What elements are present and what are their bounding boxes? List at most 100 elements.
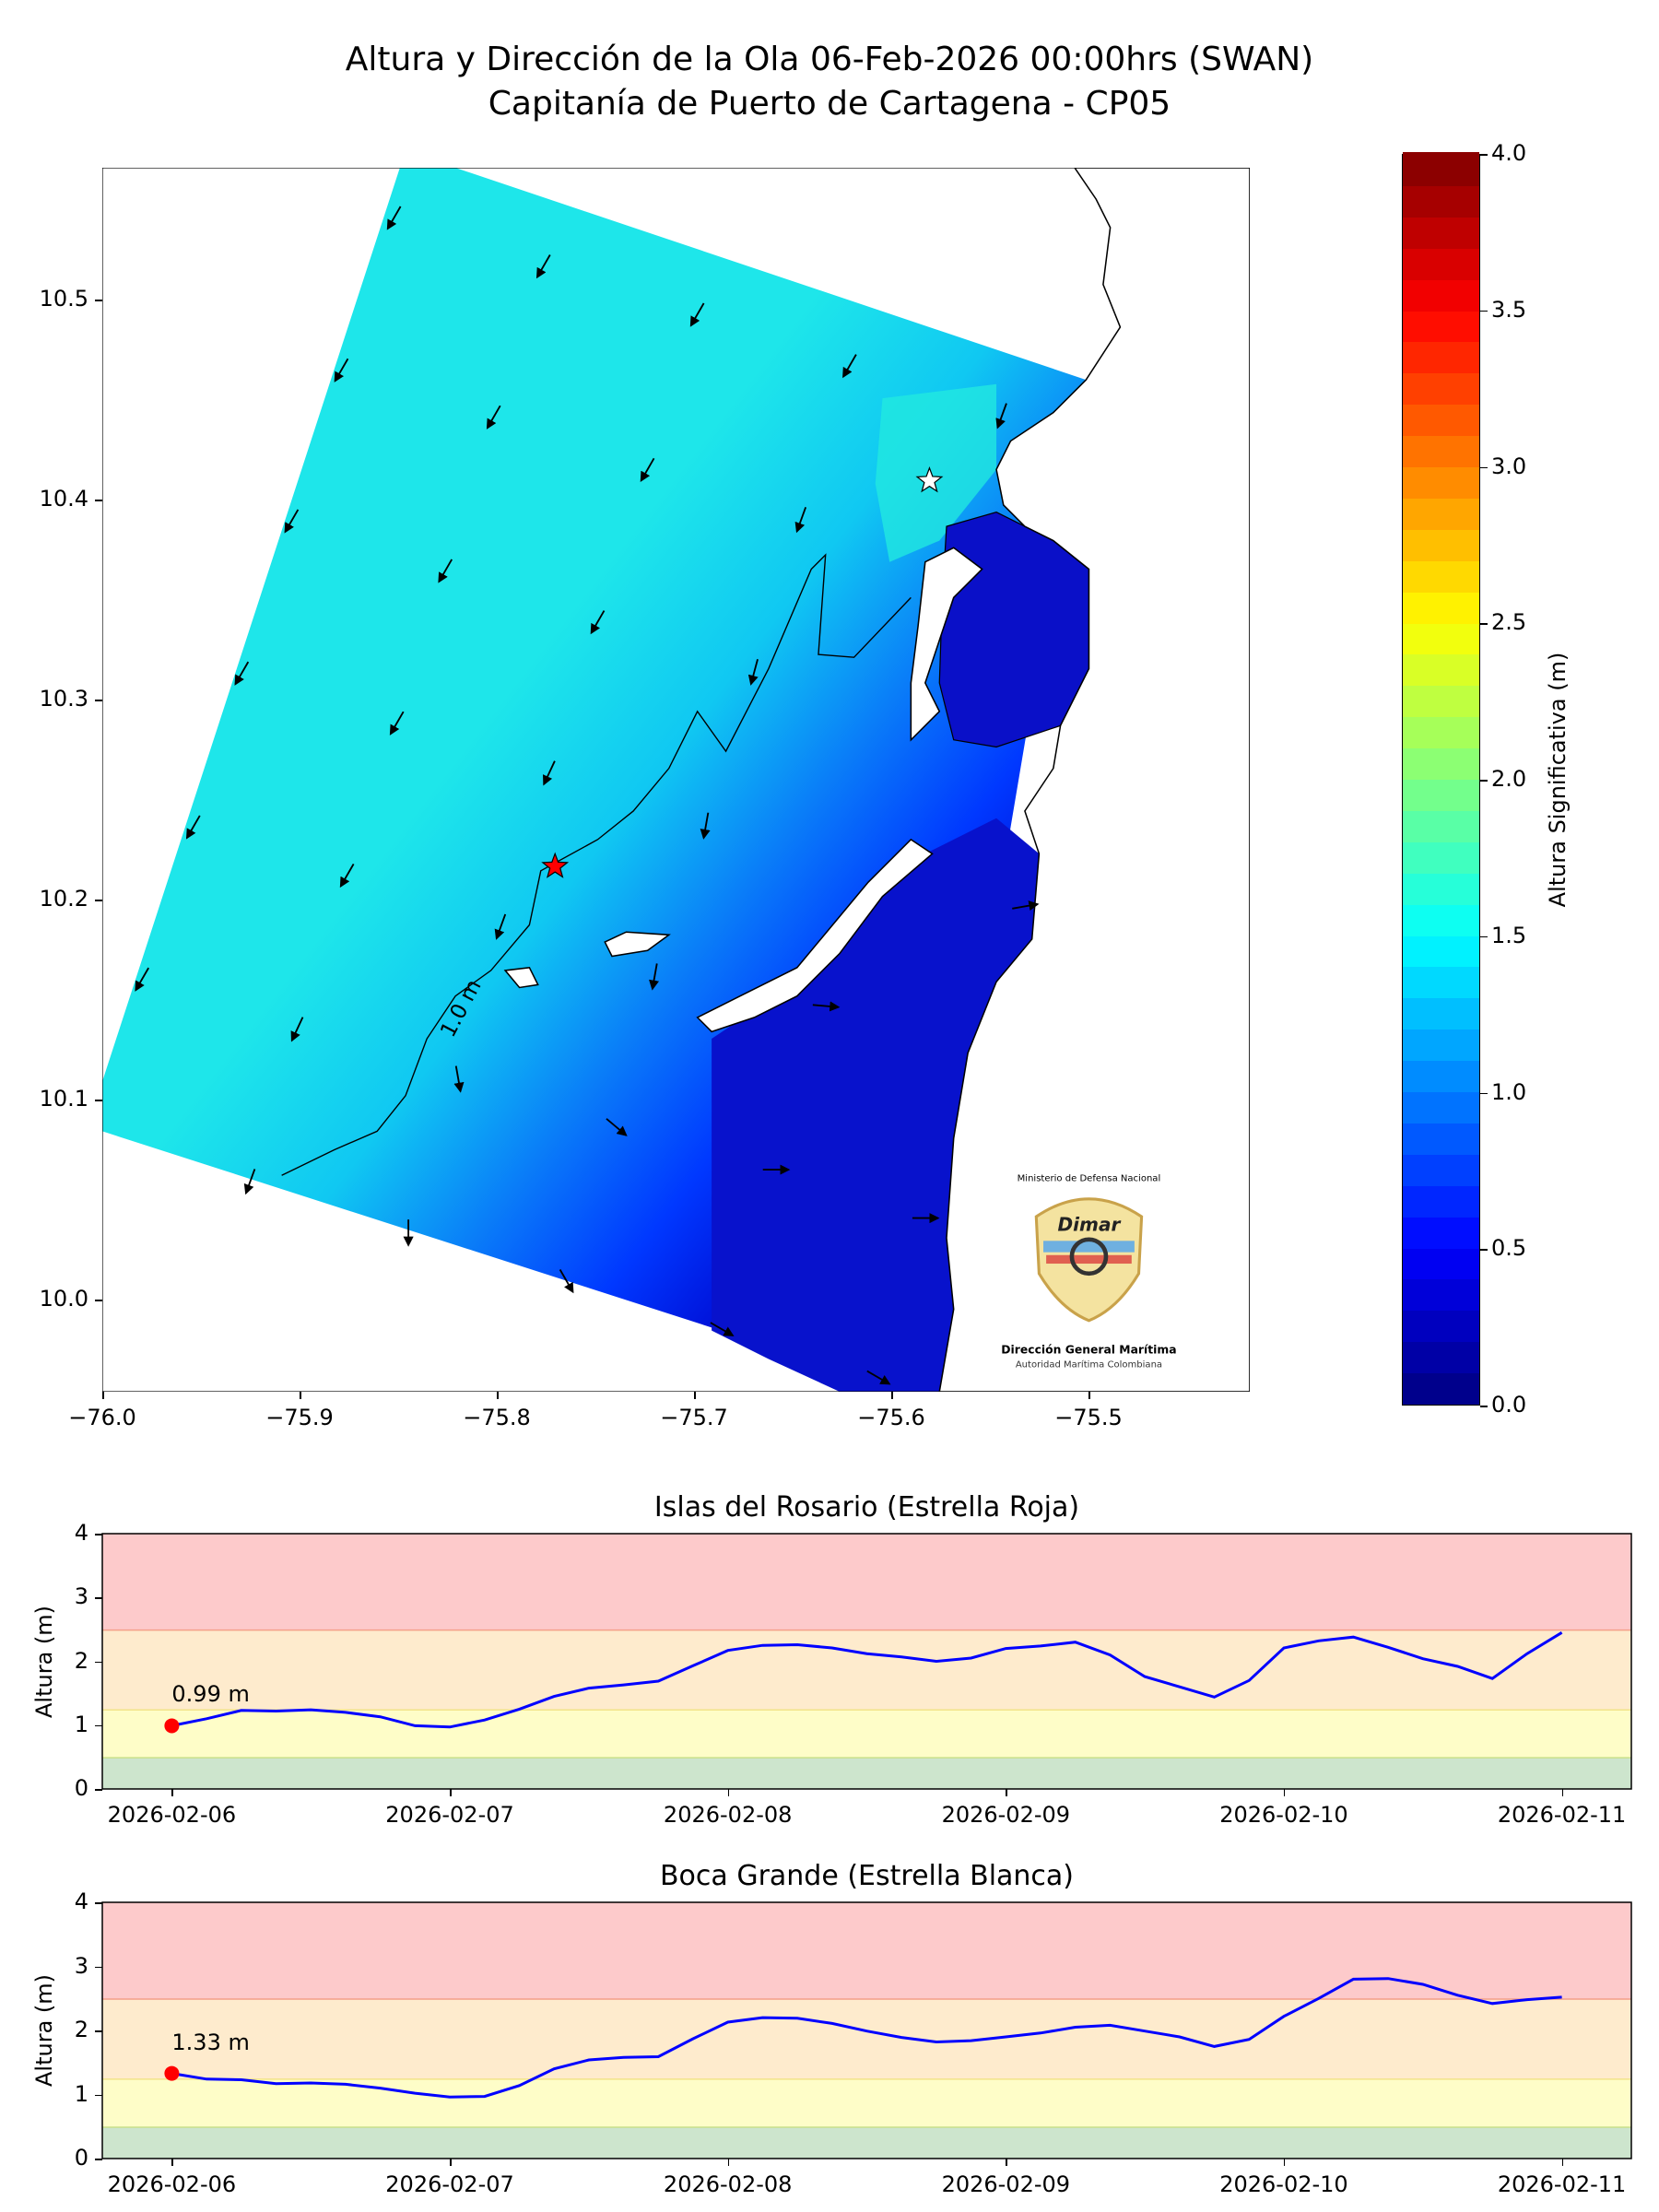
colorbar-tick-label: 4.0	[1491, 140, 1527, 166]
colorbar-tick-label: 3.5	[1491, 296, 1527, 323]
x-tick-label: 2026-02-09	[941, 1802, 1071, 1828]
colorbar-level	[1403, 527, 1479, 561]
colorbar-level	[1403, 1089, 1479, 1124]
colorbar-level	[1403, 589, 1479, 624]
x-tick-mark	[1283, 2159, 1286, 2166]
wave-direction-arrow	[438, 559, 453, 583]
threshold-band	[102, 1534, 1631, 1630]
colorbar-level	[1403, 840, 1479, 874]
colorbar-tick-label: 2.0	[1491, 766, 1527, 792]
wave-direction-arrow	[486, 405, 501, 429]
colorbar-level	[1403, 246, 1479, 280]
panel-title: Boca Grande (Estrella Blanca)	[659, 1860, 1075, 1892]
colorbar-level	[1403, 371, 1479, 406]
colorbar-level	[1403, 433, 1479, 467]
colorbar-tick-mark	[1480, 1092, 1488, 1094]
map-y-tick-mark	[95, 500, 102, 501]
wave-height-series	[171, 1977, 1562, 2099]
wave-direction-arrow	[386, 206, 402, 230]
colorbar-level	[1403, 995, 1479, 1030]
map-y-tick-mark	[95, 300, 102, 301]
map-y-tick-label: 10.5	[39, 286, 88, 312]
colorbar-level	[1403, 683, 1479, 718]
colorbar-tick-mark	[1480, 623, 1488, 625]
colorbar-label: Altura Significativa (m)	[1545, 652, 1571, 908]
y-tick-mark	[95, 1661, 102, 1663]
y-tick-mark	[95, 1724, 102, 1727]
map-x-tick-label: −75.6	[857, 1405, 925, 1430]
colorbar-level	[1403, 777, 1479, 811]
logo-name-text: Dirección General Marítima	[1001, 1343, 1176, 1356]
colorbar-level	[1403, 620, 1479, 655]
current-value-label: 0.99 m	[171, 1681, 250, 1708]
map-x-tick-mark	[891, 1392, 893, 1399]
threshold-band	[102, 1709, 1631, 1758]
logo-subtitle-text: Autoridad Marítima Colombiana	[1016, 1359, 1162, 1371]
colorbar-level	[1403, 276, 1479, 312]
wave-direction-arrow	[185, 815, 201, 840]
x-tick-label: 2026-02-11	[1497, 1802, 1627, 1828]
colorbar-level	[1403, 714, 1479, 749]
colorbar-level	[1403, 152, 1479, 186]
map-x-tick-mark	[102, 1392, 104, 1399]
wave-height-map: 1.0 m Ministerio de Defensa Nacional Dim…	[102, 168, 1250, 1392]
wave-direction-arrow	[590, 610, 606, 635]
colorbar-level	[1403, 559, 1479, 593]
cyan-patch-boca-grande	[875, 383, 997, 562]
map-x-tick-mark	[694, 1392, 696, 1399]
x-tick-label: 2026-02-10	[1219, 1802, 1348, 1828]
colorbar-tick-mark	[1480, 466, 1488, 468]
colorbar-level	[1403, 308, 1479, 343]
colorbar-level	[1403, 652, 1479, 687]
rosario-island	[604, 931, 671, 958]
colorbar-level	[1403, 964, 1479, 999]
wave-direction-arrow	[559, 1269, 574, 1294]
wave-direction-arrow	[339, 863, 355, 888]
y-tick-mark	[95, 1534, 102, 1535]
figure-title-line2: Capitanía de Puerto de Cartagena - CP05	[488, 85, 1171, 123]
y-tick-label: 1	[74, 2080, 88, 2107]
x-tick-mark	[1561, 1789, 1564, 1796]
wave-direction-arrow	[794, 507, 807, 534]
x-tick-label: 2026-02-11	[1497, 2171, 1627, 2197]
y-tick-label: 0	[74, 1775, 88, 1801]
colorbar-level	[1403, 465, 1479, 499]
y-tick-mark	[95, 1789, 102, 1791]
dimar-logo: Ministerio de Defensa Nacional Dimar Dir…	[1001, 1173, 1176, 1370]
colorbar-level	[1403, 871, 1479, 905]
y-tick-mark	[95, 1902, 102, 1904]
y-tick-label: 3	[74, 1583, 88, 1610]
x-tick-label: 2026-02-06	[107, 2171, 237, 2197]
x-tick-mark	[171, 1789, 173, 1796]
time-series-chart	[101, 1901, 1632, 2159]
colorbar-level	[1403, 1121, 1479, 1155]
x-tick-label: 2026-02-08	[663, 1802, 793, 1828]
wave-direction-arrow	[689, 302, 705, 327]
wave-direction-arrow	[812, 1001, 841, 1012]
x-tick-mark	[450, 1789, 452, 1796]
x-tick-mark	[1561, 2159, 1564, 2166]
wave-direction-arrow	[747, 658, 759, 686]
x-tick-label: 2026-02-07	[385, 1802, 514, 1828]
colorbar-level	[1403, 808, 1479, 842]
map-x-tick-label: −76.0	[68, 1405, 136, 1430]
chart-frame	[101, 1533, 1632, 1790]
colorbar-level	[1403, 339, 1479, 374]
y-tick-label: 3	[74, 1952, 88, 1979]
x-tick-mark	[1283, 1789, 1286, 1796]
map-y-tick-label: 10.0	[39, 1286, 88, 1312]
wave-direction-arrows	[135, 206, 1040, 1385]
wave-direction-arrow	[284, 509, 300, 534]
chart-frame	[101, 1901, 1632, 2159]
map-x-tick-label: −75.7	[660, 1405, 728, 1430]
colorbar-level	[1403, 1152, 1479, 1186]
colorbar-tick-mark	[1480, 780, 1488, 782]
colorbar-level	[1403, 1245, 1479, 1280]
threshold-band	[102, 1998, 1631, 2079]
x-tick-mark	[450, 2159, 452, 2166]
threshold-band	[102, 2126, 1631, 2159]
y-tick-mark	[95, 2030, 102, 2032]
wave-direction-arrow	[710, 1322, 735, 1336]
wave-direction-arrow	[995, 403, 1007, 429]
y-tick-mark	[95, 2094, 102, 2096]
